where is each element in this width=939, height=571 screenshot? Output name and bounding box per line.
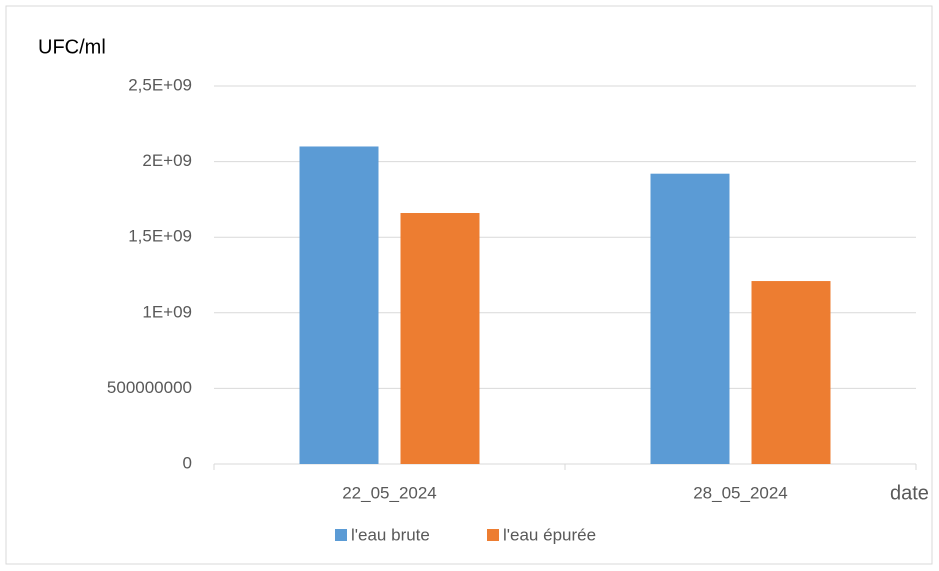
bar [299,146,379,465]
legend-label: l'eau épurée [503,525,596,544]
y-tick-label: 2E+09 [142,151,192,170]
y-tick-label: 1,5E+09 [128,227,192,246]
legend-label: l'eau brute [351,525,430,544]
y-tick-label: 2,5E+09 [128,75,192,94]
bar [650,173,730,465]
y-axis-label: UFC/ml [38,36,106,58]
y-tick-label: 0 [183,453,192,472]
x-axis-label: date [890,482,929,504]
bar [400,213,480,464]
bar [751,281,831,464]
x-tick-label: 22_05_2024 [342,483,437,502]
y-tick-label: 1E+09 [142,302,192,321]
y-tick-label: 500000000 [107,378,192,397]
legend-swatch [335,529,347,541]
x-tick-label: 28_05_2024 [693,483,788,502]
legend-swatch [487,529,499,541]
